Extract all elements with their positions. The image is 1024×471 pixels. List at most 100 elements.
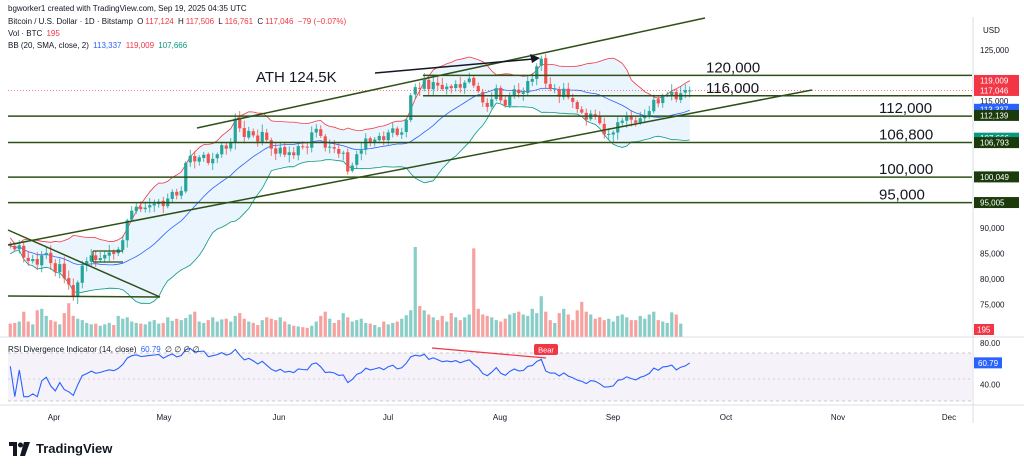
volume-bar <box>373 325 377 337</box>
open-label: O <box>137 17 144 26</box>
volume-bar <box>665 322 669 337</box>
symbol-name[interactable]: Bitcoin / U.S. Dollar · 1D · Bitstamp <box>8 17 133 26</box>
volume-bar <box>355 320 359 337</box>
horizontal-levels[interactable]: 120,000 116,000 112,000 106,800 100,000 95,00… <box>8 59 972 204</box>
candle-body <box>440 84 444 90</box>
candle-body <box>400 132 404 135</box>
volume-bar <box>404 315 408 337</box>
candle-body <box>490 99 494 107</box>
volume-bar <box>260 320 264 337</box>
volume-bar <box>634 320 638 337</box>
volume-bar <box>89 324 93 337</box>
time-tick-label: Oct <box>720 413 733 422</box>
candle-body <box>688 90 692 92</box>
candle-body <box>530 78 534 82</box>
candle-body <box>17 245 21 250</box>
candle-body <box>431 82 435 90</box>
candle-body <box>76 282 80 297</box>
volume-bar <box>625 317 629 337</box>
candle-body <box>193 156 197 162</box>
volume-bar <box>301 327 305 337</box>
price-badge <box>974 84 1019 96</box>
volume-bar <box>517 311 521 337</box>
candle-body <box>71 285 75 297</box>
candle-body <box>463 82 467 89</box>
upper-channel-line[interactable] <box>196 17 706 129</box>
time-tick-label: Aug <box>493 413 507 422</box>
candle-body <box>112 251 116 254</box>
candle-body <box>467 78 471 83</box>
volume-bar <box>58 324 62 337</box>
rsi-pane[interactable] <box>8 347 972 402</box>
volume-bar <box>589 314 593 337</box>
rsi-legend[interactable]: RSI Divergence Indicator (14, close) 60.… <box>8 345 200 355</box>
volume-bar <box>125 317 129 337</box>
volume-bar <box>368 323 372 337</box>
candle-body <box>355 154 359 165</box>
volume-bar <box>71 315 75 337</box>
time-tick-label: Apr <box>48 413 61 422</box>
tradingview-footer[interactable]: TradingView <box>9 441 112 456</box>
candle-body <box>278 147 282 154</box>
candle-body <box>143 207 147 210</box>
volume-bar <box>278 317 282 337</box>
volume-bar <box>197 321 201 337</box>
candle-body <box>134 206 138 212</box>
bollinger-upper-line <box>9 56 691 245</box>
volume-bar <box>382 321 386 337</box>
volume-bar <box>422 310 426 337</box>
bollinger-mid-value: 113,337 <box>93 41 122 50</box>
level-label: 112,000 <box>879 100 932 117</box>
candlesticks <box>8 53 692 305</box>
volume-bar <box>445 321 449 337</box>
candle-body <box>679 93 683 100</box>
price-axis[interactable]: USD 125,000 115,000 90,000 85,000 80,000 75,00… <box>974 26 1019 389</box>
time-tick-label: Dec <box>942 413 956 422</box>
volume-bar <box>553 322 557 337</box>
price-badge <box>974 137 1019 149</box>
symbol-legend[interactable]: Bitcoin / U.S. Dollar · 1D · Bitstamp O 1… <box>8 17 348 27</box>
april-descending-line[interactable] <box>7 229 161 298</box>
volume-bar <box>526 315 530 337</box>
candle-body <box>346 152 350 172</box>
rsi-label: RSI Divergence Indicator (14, close) <box>8 345 137 354</box>
bollinger-legend[interactable]: BB (20, SMA, close, 2) 113,337 119,009 1… <box>8 41 187 51</box>
candle-body <box>454 84 458 89</box>
candle-body <box>503 99 507 106</box>
volume-legend[interactable]: Vol · BTC 195 <box>8 29 60 39</box>
low-value: 116,761 <box>224 17 254 26</box>
candle-body <box>305 146 309 148</box>
candle-body <box>580 109 584 113</box>
ath-arrow-shaft[interactable] <box>374 58 534 74</box>
volume-bar <box>440 315 444 337</box>
volume-bar <box>679 323 683 337</box>
volume-bar <box>643 318 647 337</box>
candle-body <box>656 99 660 104</box>
volume-bar <box>179 320 183 337</box>
volume-bar <box>436 320 440 337</box>
volume-bar <box>26 321 30 337</box>
candle-body <box>256 135 260 142</box>
volume-bar <box>80 320 84 337</box>
volume-bar <box>112 325 116 337</box>
candle-body <box>647 111 651 116</box>
volume-bar <box>575 310 579 337</box>
candle-body <box>391 128 395 133</box>
time-axis[interactable]: Apr May Jun Jul Aug Sep Oct Nov Dec <box>48 413 956 422</box>
volume-bar <box>215 321 219 337</box>
candle-body <box>98 258 102 261</box>
volume-bar <box>580 301 584 337</box>
volume-badge-label: 195 <box>977 326 991 335</box>
volume-bar <box>13 322 17 337</box>
time-tick-label: Sep <box>606 413 621 422</box>
april-base-line[interactable] <box>7 295 161 298</box>
candle-body <box>575 102 579 109</box>
candle-body <box>251 131 255 136</box>
price-badge-label: 119,009 <box>980 76 1009 85</box>
volume-bar <box>647 314 651 337</box>
volume-bar <box>611 321 615 337</box>
candle-body <box>170 191 174 199</box>
volume-bar <box>206 320 210 337</box>
volume-bar <box>328 318 332 337</box>
